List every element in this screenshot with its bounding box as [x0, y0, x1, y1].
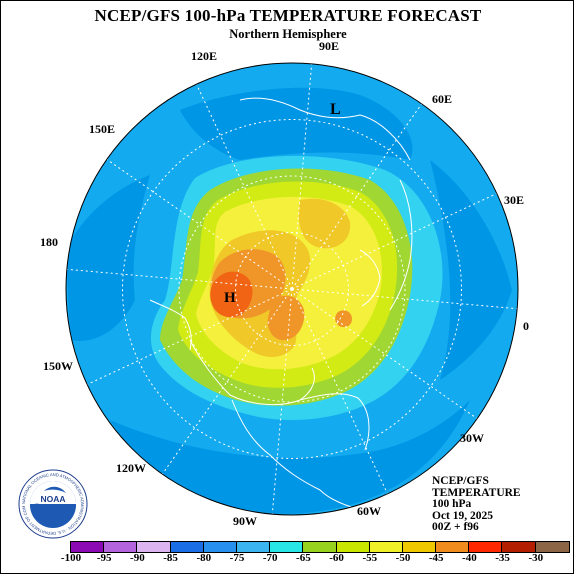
color-scale-labels: -100 -95 -90 -85 -80 -75 -70 -65 -60 -55 -50 -45 -40… [0, 552, 576, 566]
color-scale-swatch [270, 542, 304, 552]
color-scale-swatch [469, 542, 503, 552]
lon-label-150e: 150E [89, 122, 116, 136]
coastline-segment-6 [149, 299, 192, 351]
color-scale-label: -85 [163, 552, 178, 564]
coastline-segment-1 [189, 339, 315, 405]
lon-label-0: 0 [523, 319, 529, 333]
color-scale-label: -65 [296, 552, 311, 564]
coastline-segment-7 [359, 249, 381, 307]
color-scale-label: -100 [60, 552, 82, 564]
color-scale-swatch [436, 542, 470, 552]
lon-label-90e: 90E [319, 39, 340, 53]
color-scale-swatch [336, 542, 370, 552]
noaa-logo: NOAA NATIONAL OCEANIC AND ATMOSPHERIC AD… [18, 469, 88, 539]
lon-label-60e: 60E [432, 92, 453, 106]
color-scale-label: -75 [229, 552, 245, 564]
color-scale-swatch [236, 542, 271, 552]
latitude-circle-3 [122, 119, 462, 459]
page-subtitle: Northern Hemisphere [229, 27, 347, 41]
color-scale-label: -95 [96, 552, 112, 564]
orange-dot [335, 310, 352, 328]
coastline-segment-2 [231, 399, 361, 511]
temperature-field [66, 63, 518, 515]
color-scale-swatch [502, 542, 536, 552]
color-scale-swatch [203, 542, 237, 552]
color-scale-label: -90 [130, 552, 145, 564]
coastline-segment-3 [299, 393, 370, 451]
color-scale-bar [70, 541, 570, 553]
color-scale-swatch [303, 542, 337, 552]
color-scale-label: -60 [329, 552, 344, 564]
cold-belt-south [110, 400, 470, 514]
globe-outline [65, 62, 519, 516]
lon-label-60w: 60W [357, 504, 381, 518]
coastline-segment-5 [239, 97, 411, 161]
color-scale-label: -40 [462, 552, 477, 564]
color-scale-label: -50 [395, 552, 411, 564]
cold-belt-west [66, 175, 150, 341]
cold-belt-north [180, 87, 413, 160]
high-pressure-marker: H [224, 290, 236, 306]
info-variable: TEMPERATURE [432, 486, 521, 499]
low-pressure-marker: L [330, 101, 341, 118]
map-features [66, 63, 518, 515]
info-level: 100 hPa [432, 498, 472, 510]
noaa-logo-text: NOAA [40, 494, 65, 504]
lon-label-90w: 90W [233, 514, 257, 528]
color-scale-swatch [369, 542, 403, 552]
color-scale-label: -70 [262, 552, 278, 564]
lon-label-120w: 120W [116, 461, 146, 475]
color-scale-label: -80 [196, 552, 212, 564]
color-scale-swatch [104, 542, 138, 552]
info-run: 00Z + f96 [432, 521, 479, 533]
color-scale-swatch [402, 542, 437, 552]
color-scale-swatch [170, 542, 204, 552]
lon-label-180: 180 [40, 235, 58, 249]
color-scale-label: -30 [528, 552, 544, 564]
page-title: NCEP/GFS 100-hPa TEMPERATURE FORECAST [94, 6, 482, 25]
color-scale-label: -45 [428, 552, 444, 564]
coastline-segment-4 [389, 179, 413, 311]
info-model: NCEP/GFS [432, 475, 489, 487]
latitude-circle-2 [178, 175, 406, 403]
color-scale-label: -35 [495, 552, 510, 564]
color-scale-swatch [71, 542, 105, 552]
lon-label-150w: 150W [43, 359, 73, 373]
info-date: Oct 19, 2025 [432, 509, 494, 522]
color-scale-label: -55 [362, 552, 378, 564]
lon-label-120e: 120E [191, 49, 218, 63]
latitude-circle-1 [235, 232, 349, 346]
cold-belt-east [430, 160, 512, 380]
info-block: NCEP/GFS TEMPERATURE 100 hPa Oct 19, 202… [432, 475, 521, 534]
orange-tongue [267, 295, 305, 341]
lon-label-30e: 30E [504, 193, 525, 207]
color-scale-swatch [535, 542, 569, 552]
color-scale-swatch [137, 542, 171, 552]
lon-label-30w: 30W [460, 431, 484, 445]
